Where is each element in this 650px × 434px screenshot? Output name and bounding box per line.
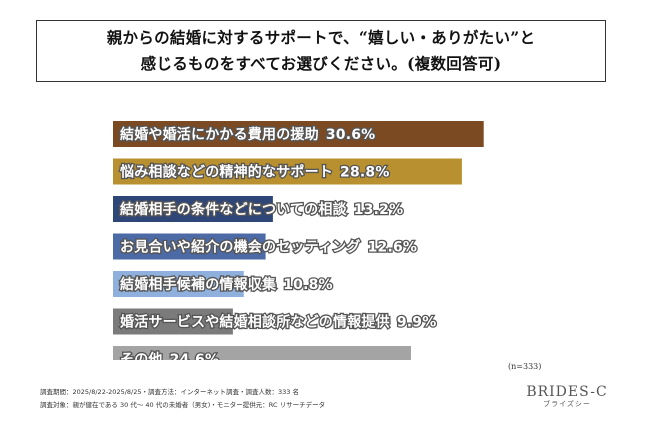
question-line-2: 感じるものをすべてお選びください。(複数回答可) (140, 54, 502, 73)
category-label-3: 結婚相手の条件などについての相談 (120, 201, 348, 218)
value-label-4: 12.6% (368, 240, 418, 256)
category-label-2: 悩み相談などの精神的なサポート (120, 164, 333, 181)
sample-size-label: (n=333) (508, 362, 542, 371)
question-line-1: 親からの結婚に対するサポートで、“嬉しい・ありがたい”と (106, 28, 536, 47)
bar-label-5: 結婚相手候補の情報収集 10.8% (120, 276, 333, 293)
value-label-5: 10.8% (283, 277, 333, 293)
logo-subtitle: ブライズシー (543, 400, 591, 408)
category-label-5: 結婚相手候補の情報収集 (120, 276, 277, 293)
brand-logo: BRIDES-C ブライズシー (524, 384, 610, 409)
logo-name: BRIDES-C (526, 384, 608, 400)
bar-5 (113, 271, 244, 297)
bar-7 (113, 346, 411, 360)
question-text: 親からの結婚に対するサポートで、“嬉しい・ありがたい”と 感じるものをすべてお選… (107, 25, 536, 77)
bar-label-6: 婚活サービスや結婚相談所などの情報提供 9.9% (120, 314, 436, 331)
category-label-6: 婚活サービスや結婚相談所などの情報提供 (120, 314, 390, 331)
bar-label-2: 悩み相談などの精神的なサポート 28.8% (120, 164, 390, 181)
value-label-2: 28.8% (340, 165, 390, 181)
category-label-4: お見合いや紹介の機会のセッティング (120, 239, 361, 256)
bar-2 (113, 158, 462, 185)
category-label-7: その他 (120, 351, 163, 360)
category-label-1: 結婚や婚活にかかる費用の援助 (120, 126, 319, 143)
bar-label-3: 結婚相手の条件などについての相談 13.2% (120, 201, 403, 218)
bar-label-1: 結婚や婚活にかかる費用の援助 30.6% (120, 126, 375, 143)
value-label-7: 24.6% (170, 352, 220, 360)
bar-label-4: お見合いや紹介の機会のセッティング 12.6% (120, 239, 417, 256)
bar-6 (113, 308, 233, 335)
question-box: 親からの結婚に対するサポートで、“嬉しい・ありがたい”と 感じるものをすべてお選… (36, 20, 606, 82)
bar-3 (113, 196, 273, 222)
bar-4 (113, 233, 266, 260)
value-label-6: 9.9% (397, 315, 437, 331)
bar-chart: 結婚や婚活にかかる費用の援助 30.6% 悩み相談などの精神的なサポート 28.8% 結… (113, 121, 484, 360)
bar-label-7: その他 24.6% (120, 351, 219, 360)
footnote-survey-period: 調査期間：2025/8/22-2025/8/25・調査方法：インターネット調査・… (40, 388, 299, 396)
value-label-1: 30.6% (326, 127, 376, 143)
bar-1 (113, 121, 484, 147)
value-label-3: 13.2% (354, 202, 404, 218)
footnote-survey-target: 調査対象：親が健在である 30 代～ 40 代の未婚者（男女)・モニター提供元：… (40, 401, 326, 409)
